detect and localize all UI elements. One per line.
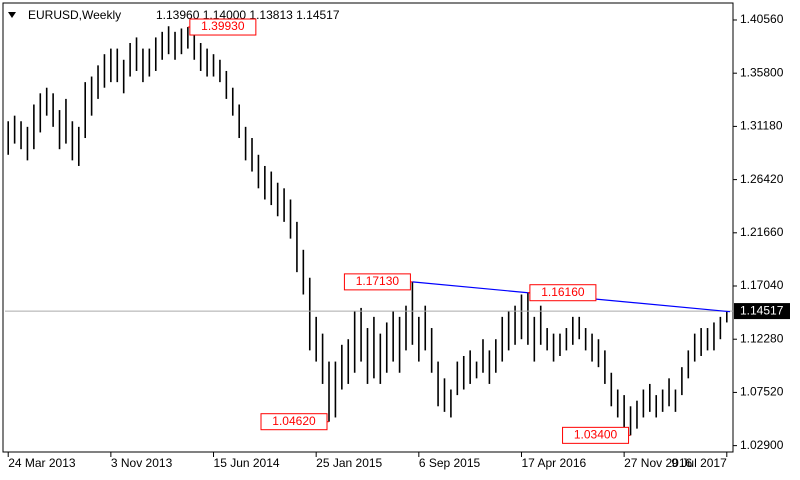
symbol: EURUSD,Weekly (28, 8, 121, 22)
y-tick-label: 1.07520 (740, 385, 784, 399)
x-tick-label: 25 Jan 2015 (316, 456, 382, 470)
annotation-label: 1.04620 (272, 414, 316, 428)
annotation-label: 1.03400 (574, 428, 618, 442)
annotation-label: 1.16160 (541, 285, 585, 299)
y-tick-label: 1.02900 (740, 438, 784, 452)
plot-frame (2, 2, 734, 453)
x-tick-label: 15 Jun 2014 (214, 456, 280, 470)
y-tick-label: 1.26420 (740, 172, 784, 186)
annotation-box (189, 18, 257, 36)
annotation-box (529, 284, 597, 302)
annotation-label: 1.17130 (356, 274, 400, 288)
annotation-label: 1.39930 (201, 19, 245, 33)
x-tick-label: 27 Nov 2016 (624, 456, 692, 470)
last-price-box (734, 303, 790, 320)
y-tick-label: 1.31180 (740, 119, 783, 133)
x-tick-label: 24 Mar 2013 (8, 456, 76, 470)
y-tick-label: 1.35800 (740, 65, 784, 79)
x-tick-label: 3 Nov 2013 (111, 456, 173, 470)
annotation-box (343, 273, 411, 291)
annotation-box (260, 413, 328, 431)
symbol-icon (8, 12, 16, 18)
y-tick-label: 1.21660 (740, 225, 784, 239)
y-tick-label: 1.12280 (740, 331, 784, 345)
y-tick-label: 1.17040 (740, 278, 784, 292)
x-tick-label: 17 Apr 2016 (521, 456, 586, 470)
x-tick-label: 9 Jul 2017 (671, 456, 727, 470)
last-price-label: 1.14517 (740, 303, 784, 317)
annotation-box (562, 426, 630, 444)
y-tick-label: 1.40560 (740, 12, 784, 26)
x-tick-label: 6 Sep 2015 (419, 456, 481, 470)
